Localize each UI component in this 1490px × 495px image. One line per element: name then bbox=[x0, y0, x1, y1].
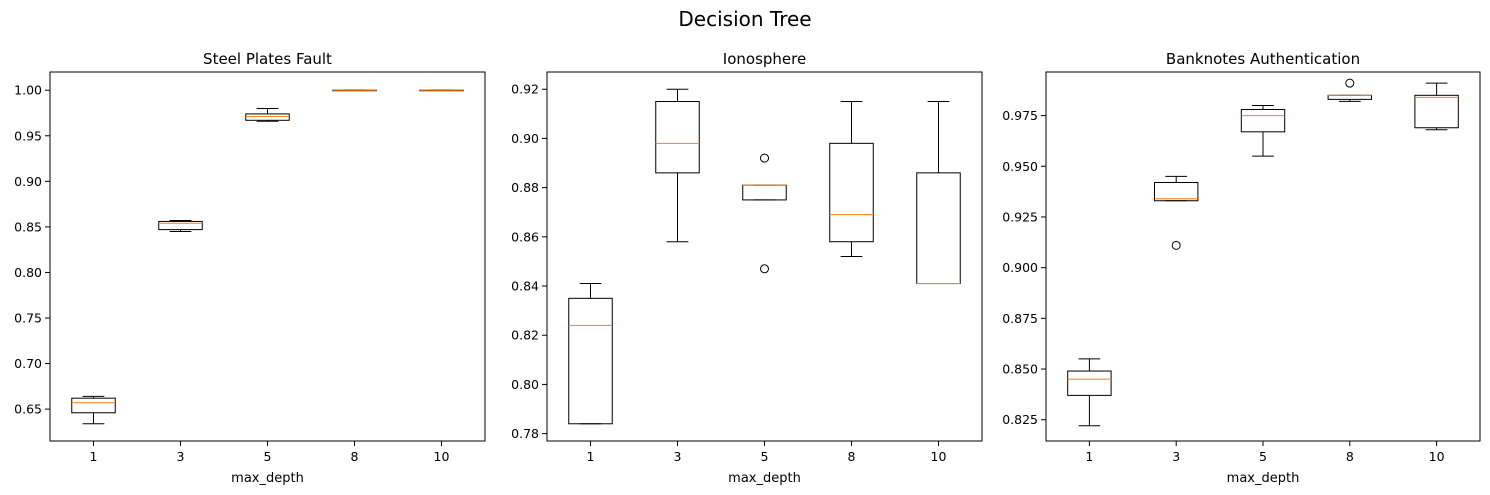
y-tick-label: 0.70 bbox=[14, 356, 42, 371]
box-8 bbox=[332, 89, 377, 92]
y-tick-label: 0.80 bbox=[14, 265, 42, 280]
box-body bbox=[568, 297, 613, 425]
outlier-point bbox=[1345, 78, 1355, 88]
x-tick-label: 8 bbox=[848, 449, 856, 464]
x-tick-label: 1 bbox=[1085, 449, 1093, 464]
x-tick-label: 5 bbox=[761, 449, 769, 464]
y-tick-label: 0.86 bbox=[511, 229, 539, 244]
y-tick-label: 0.95 bbox=[14, 128, 42, 143]
box-body bbox=[1154, 181, 1199, 202]
box-10 bbox=[419, 89, 464, 92]
box-1 bbox=[71, 395, 116, 425]
y-tick-label: 0.65 bbox=[14, 402, 42, 417]
y-tick-label: 0.875 bbox=[1002, 311, 1038, 326]
y-tick-label: 0.80 bbox=[511, 377, 539, 392]
y-tick-label: 0.90 bbox=[511, 131, 539, 146]
x-axis-label: max_depth bbox=[231, 471, 304, 486]
y-tick-label: 0.900 bbox=[1002, 260, 1038, 275]
y-tick-label: 0.850 bbox=[1002, 362, 1038, 377]
box-body bbox=[71, 397, 116, 414]
box-5 bbox=[1240, 104, 1286, 157]
x-axis-label: max_depth bbox=[728, 471, 801, 486]
outlier-point bbox=[760, 264, 769, 274]
y-tick-label: 0.75 bbox=[14, 311, 42, 326]
x-tick-label: 10 bbox=[434, 449, 450, 464]
x-tick-label: 8 bbox=[351, 449, 359, 464]
box-3 bbox=[655, 88, 700, 243]
y-tick-label: 0.925 bbox=[1002, 209, 1038, 224]
axes-frame bbox=[1045, 71, 1481, 442]
subplot-2: Ionosphere 0.78 0.80 0.82 0.84 0.86 0.88 0.90 0.… bbox=[511, 50, 983, 486]
box-body bbox=[1240, 109, 1286, 133]
y-tick-label: 0.975 bbox=[1002, 108, 1038, 123]
x-tick-label: 10 bbox=[931, 449, 947, 464]
box-body bbox=[655, 101, 700, 174]
x-tick-label: 3 bbox=[674, 449, 682, 464]
box-body bbox=[916, 172, 961, 285]
box-body bbox=[829, 142, 874, 243]
y-tick-label: 0.90 bbox=[14, 174, 42, 189]
subplot-1: Steel Plates Fault 0.65 0.70 0.75 0.80 0.85 0.… bbox=[14, 50, 486, 486]
box-body bbox=[1414, 94, 1459, 129]
x-tick-label: 5 bbox=[1259, 449, 1267, 464]
y-tick-label: 0.78 bbox=[511, 426, 539, 441]
axes-frame bbox=[49, 71, 486, 442]
box-body bbox=[1327, 94, 1372, 100]
axes-frame bbox=[546, 71, 983, 442]
subplot-3: Banknotes Authentication 0.825 0.850 0.875 0… bbox=[1002, 50, 1481, 486]
x-tick-label: 8 bbox=[1346, 449, 1354, 464]
subplot-title: Banknotes Authentication bbox=[1166, 50, 1360, 68]
box-8 bbox=[829, 101, 874, 257]
box-3 bbox=[1154, 175, 1199, 250]
box-5 bbox=[742, 153, 787, 274]
x-tick-label: 3 bbox=[177, 449, 185, 464]
outlier-point bbox=[760, 153, 769, 163]
y-tick-label: 1.00 bbox=[14, 83, 42, 98]
x-tick-label: 3 bbox=[1172, 449, 1180, 464]
box-body bbox=[158, 220, 203, 231]
y-tick-label: 0.950 bbox=[1002, 159, 1038, 174]
x-tick-label: 1 bbox=[90, 449, 98, 464]
x-tick-label: 1 bbox=[587, 449, 595, 464]
box-1 bbox=[568, 283, 613, 425]
y-tick-label: 0.825 bbox=[1002, 412, 1038, 427]
box-3 bbox=[158, 220, 203, 232]
box-1 bbox=[1067, 358, 1112, 427]
subplot-title: Steel Plates Fault bbox=[203, 50, 332, 68]
box-8 bbox=[1327, 78, 1372, 102]
box-5 bbox=[245, 107, 290, 122]
y-tick-label: 0.85 bbox=[14, 219, 42, 234]
box-body bbox=[1067, 370, 1112, 396]
y-tick-label: 0.82 bbox=[511, 328, 539, 343]
figure-title: Decision Tree bbox=[678, 7, 811, 31]
box-body bbox=[742, 184, 787, 201]
y-tick-label: 0.84 bbox=[511, 279, 539, 294]
y-tick-label: 0.92 bbox=[511, 82, 539, 97]
y-tick-label: 0.88 bbox=[511, 180, 539, 195]
x-tick-label: 10 bbox=[1429, 449, 1445, 464]
box-10 bbox=[1414, 82, 1459, 131]
x-axis-label: max_depth bbox=[1227, 471, 1300, 486]
box-10 bbox=[916, 101, 961, 285]
outlier-point bbox=[1171, 240, 1181, 250]
subplot-title: Ionosphere bbox=[723, 50, 806, 68]
subplots: Steel Plates Fault 0.65 0.70 0.75 0.80 0.85 0.… bbox=[14, 50, 1481, 486]
x-tick-label: 5 bbox=[264, 449, 272, 464]
